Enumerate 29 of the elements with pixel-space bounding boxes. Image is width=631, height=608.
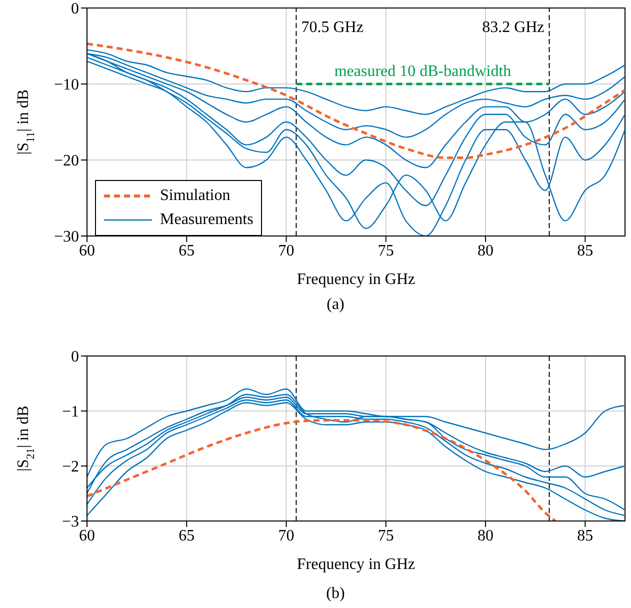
- x-tick-label: 70: [278, 527, 294, 544]
- x-tick-label: 75: [378, 527, 394, 544]
- annotation: measured 10 dB-bandwidth: [334, 63, 512, 80]
- x-tick-label: 85: [577, 242, 594, 260]
- y-tick-label: −2: [62, 458, 79, 476]
- x-tick-label: 60: [79, 527, 95, 544]
- y-tick-label: −30: [54, 228, 79, 246]
- text: (a): [326, 296, 346, 315]
- y-tick-label: −1: [62, 404, 79, 421]
- x-tick-label: 60: [79, 242, 95, 260]
- x-tick-label: 85: [577, 527, 594, 544]
- ref-line-label: 83.2 GHz: [482, 19, 544, 36]
- x-tick-label: 80: [478, 527, 494, 544]
- x-tick-label: 70: [278, 242, 294, 260]
- legend-label: Measurements: [160, 211, 254, 229]
- y-tick-label: 0: [71, 0, 79, 18]
- text: (b): [325, 585, 346, 604]
- y-tick-label: −20: [54, 152, 79, 170]
- y-tick-label: 0: [71, 348, 79, 366]
- ref-line-label: 70.5 GHz: [301, 19, 364, 36]
- y-tick-label: −10: [54, 76, 79, 94]
- x-tick-label: 65: [178, 242, 195, 260]
- x-axis-title: Frequency in GHz: [296, 556, 416, 573]
- x-tick-label: 65: [178, 527, 195, 544]
- x-axis-title: Frequency in GHz: [296, 271, 416, 288]
- legend-label: Simulation: [160, 187, 230, 205]
- x-tick-label: 75: [378, 242, 394, 260]
- y-tick-label: −3: [62, 514, 79, 531]
- x-tick-label: 80: [478, 242, 494, 260]
